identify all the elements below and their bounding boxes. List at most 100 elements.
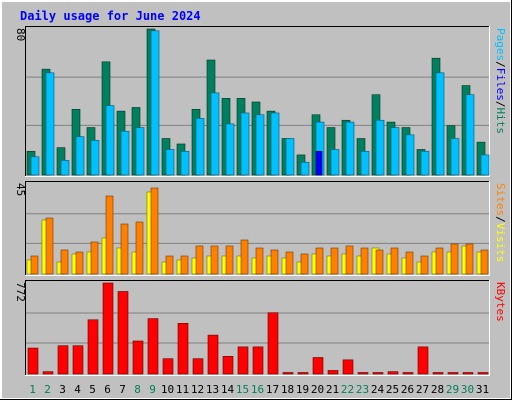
bar-files: [165, 149, 175, 176]
panels-layer: 80 Pages/Files/Hits 45 Sites/Visits 772 KByte…: [14, 26, 507, 376]
bar-sites: [330, 247, 339, 275]
bar-files: [195, 118, 205, 176]
panel-middle-ymax-label: 45: [14, 183, 27, 196]
bar-kbytes: [402, 372, 414, 375]
bar-kbytes: [372, 372, 384, 375]
bar-sites: [30, 255, 39, 275]
bar-files: [270, 112, 280, 176]
bar-files: [75, 136, 85, 176]
bar-files: [90, 140, 100, 176]
day-label: 6: [104, 383, 111, 396]
bar-sites: [375, 249, 384, 275]
bar-kbytes: [192, 358, 204, 375]
bar-sites: [135, 221, 144, 275]
panel-bottom-legend: KBytes: [494, 282, 507, 322]
bar-kbytes: [102, 282, 114, 375]
legend-entry-pages: Pages: [494, 28, 507, 61]
panel-bottom-ymax-label: 772: [14, 282, 27, 302]
bar-sites: [360, 247, 369, 275]
bar-kbytes: [132, 340, 144, 375]
day-label: 28: [431, 383, 444, 396]
day-label: 8: [134, 383, 141, 396]
day-label: 21: [326, 383, 339, 396]
bar-kbytes: [237, 346, 249, 375]
bar-sites: [405, 251, 414, 275]
bar-kbytes: [417, 346, 429, 375]
bar-kbytes: [27, 347, 39, 375]
bar-sites: [195, 245, 204, 275]
bar-sites: [270, 249, 279, 275]
bar-sites: [180, 255, 189, 275]
bar-files: [375, 119, 385, 176]
bar-files: [240, 112, 250, 176]
bar-files: [465, 94, 475, 176]
bar-kbytes: [207, 334, 219, 375]
bar-kbytes: [432, 372, 444, 375]
bar-files: [120, 130, 130, 176]
panel-top-ymax-label: 80: [14, 28, 27, 41]
day-label: 3: [59, 383, 66, 396]
bar-sites: [465, 243, 474, 275]
legend-entry-: /: [494, 101, 507, 108]
legend-entry-: /: [494, 216, 507, 223]
bar-files: [480, 154, 490, 176]
day-label: 1: [29, 383, 36, 396]
panel-middle-legend: Sites/Visits: [494, 183, 507, 263]
day-label: 4: [74, 383, 81, 396]
day-label: 19: [296, 383, 309, 396]
day-label: 27: [416, 383, 429, 396]
bar-sites: [45, 217, 54, 275]
bar-sites: [315, 247, 324, 275]
bar-files: [60, 160, 70, 176]
bar-files: [150, 30, 160, 176]
bar-sites: [150, 187, 159, 275]
bar-kbytes: [42, 371, 54, 375]
bar-kbytes: [447, 372, 459, 375]
bar-files: [450, 138, 460, 176]
panel-top-legend: Pages/Files/Hits: [494, 28, 507, 134]
bar-sites: [75, 251, 84, 275]
legend-entry-files: Files: [494, 68, 507, 101]
bar-kbytes: [297, 372, 309, 375]
bar-sites: [435, 247, 444, 275]
bar-sites: [240, 239, 249, 275]
bar-sites: [480, 249, 489, 275]
day-label: 13: [206, 383, 219, 396]
day-label: 17: [266, 383, 279, 396]
bar-files: [105, 105, 115, 176]
bar-kbytes: [222, 356, 234, 375]
bar-kbytes: [87, 319, 99, 375]
bar-sites: [60, 249, 69, 275]
bar-sites: [210, 245, 219, 275]
day-label: 5: [89, 383, 96, 396]
bar-sites: [390, 247, 399, 275]
panel-bottom: 772 KBytes: [14, 280, 507, 376]
legend-entry-: /: [494, 61, 507, 68]
bar-files: [360, 150, 370, 176]
bar-sites: [120, 223, 129, 275]
day-label: 31: [476, 383, 489, 396]
day-label: 12: [191, 383, 204, 396]
bar-files: [45, 72, 55, 176]
bar-files: [390, 127, 400, 176]
bar-sites: [165, 255, 174, 275]
panel-middle: 45 Sites/Visits: [14, 181, 507, 276]
bar-kbytes: [72, 345, 84, 375]
day-label: 30: [461, 383, 474, 396]
bar-sites: [345, 245, 354, 275]
bar-kbytes: [357, 372, 369, 375]
bar-kbytes: [327, 370, 339, 375]
bar-files: [30, 156, 40, 176]
bar-files: [405, 134, 415, 176]
bar-files: [255, 114, 265, 176]
bar-pages: [315, 150, 323, 176]
bar-kbytes: [117, 291, 129, 375]
bar-sites: [105, 195, 114, 275]
chart-title: Daily usage for June 2024: [20, 9, 201, 23]
bar-files: [435, 72, 445, 176]
bar-kbytes: [162, 358, 174, 375]
bar-files: [210, 92, 220, 176]
day-label: 14: [221, 383, 235, 396]
day-label: 29: [446, 383, 459, 396]
